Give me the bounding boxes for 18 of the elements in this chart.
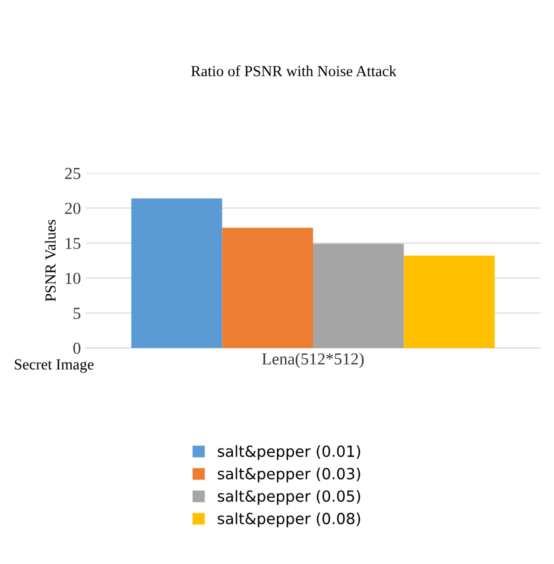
legend-label: salt&pepper (0.08) <box>218 512 360 528</box>
bar <box>131 198 222 348</box>
bar <box>313 244 404 348</box>
chart-title: Ratio of PSNR with Noise Attack <box>191 65 397 76</box>
y-tick-label: 5 <box>74 308 80 319</box>
legend-label: salt&pepper (0.03) <box>218 468 360 482</box>
x-axis-title: Secret Image <box>14 359 94 373</box>
legend-label: salt&pepper (0.05) <box>218 490 360 505</box>
y-tick-label: 25 <box>65 168 80 180</box>
bar <box>404 256 495 348</box>
x-tick-label: Lena(512*512) <box>262 352 364 368</box>
bar <box>222 228 314 348</box>
y-tick-label: 10 <box>66 272 80 284</box>
legend-label: salt&pepper (0.01) <box>218 445 360 460</box>
y-tick-label: 20 <box>65 202 80 214</box>
y-axis-title: PSNR Values <box>44 220 56 302</box>
y-tick-label: 0 <box>73 342 80 354</box>
y-tick-label: 15 <box>66 238 80 250</box>
